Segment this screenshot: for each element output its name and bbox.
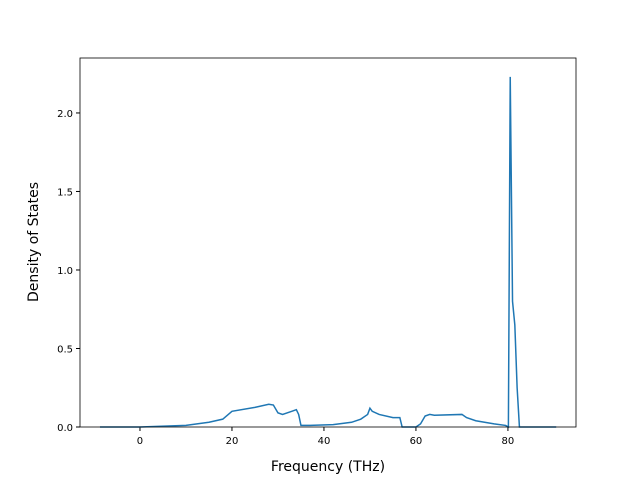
y-tick-label: 1.5 (57, 187, 73, 198)
x-tick-label: 60 (410, 436, 423, 447)
x-tick-label: 80 (502, 436, 515, 447)
y-tick-label: 0.5 (57, 344, 73, 355)
y-tick-label: 0.0 (57, 423, 73, 434)
x-axis-label: Frequency (THz) (271, 459, 385, 475)
x-tick-label: 40 (318, 436, 331, 447)
x-tick-label: 0 (137, 436, 143, 447)
x-tick-label: 20 (226, 436, 239, 447)
y-tick-label: 2.0 (57, 109, 73, 120)
y-axis-label: Density of States (26, 182, 42, 302)
y-tick-label: 1.0 (57, 266, 73, 277)
plot-frame (79, 57, 577, 428)
line (99, 76, 557, 429)
